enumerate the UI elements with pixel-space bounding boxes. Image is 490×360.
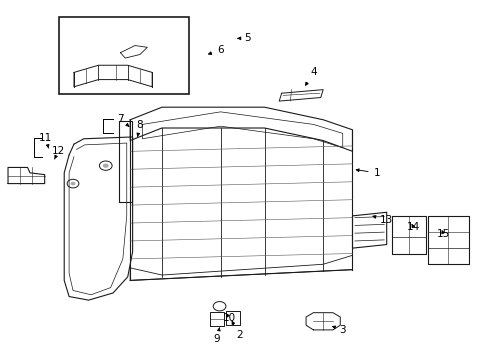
Text: 6: 6 (209, 45, 224, 55)
Text: 9: 9 (214, 328, 220, 344)
Circle shape (103, 163, 109, 168)
Text: 7: 7 (117, 114, 129, 126)
Bar (59, 17, 189, 94)
Text: 3: 3 (333, 325, 346, 335)
Text: 1: 1 (356, 168, 380, 178)
Text: 2: 2 (232, 321, 243, 340)
Text: 12: 12 (52, 146, 65, 159)
Circle shape (71, 182, 75, 185)
Text: 13: 13 (373, 215, 393, 225)
Text: 10: 10 (223, 313, 236, 323)
Text: 14: 14 (407, 222, 420, 232)
Text: 5: 5 (238, 33, 251, 43)
Text: 11: 11 (39, 133, 52, 148)
Text: 15: 15 (437, 229, 450, 239)
Text: 4: 4 (306, 67, 317, 85)
Text: 8: 8 (137, 121, 143, 136)
